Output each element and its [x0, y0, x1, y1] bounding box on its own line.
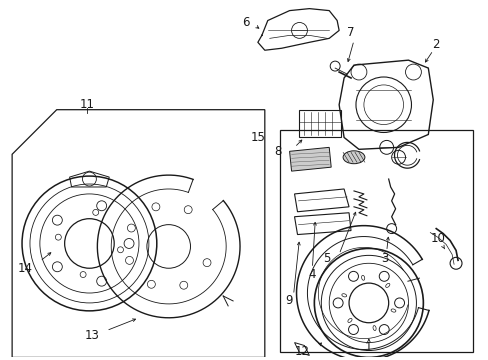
Text: 7: 7 — [346, 26, 354, 39]
Text: 11: 11 — [80, 98, 95, 111]
Text: 3: 3 — [380, 252, 387, 265]
Text: 12: 12 — [294, 345, 309, 358]
Text: 8: 8 — [273, 145, 281, 158]
Polygon shape — [289, 147, 330, 171]
Bar — [279, 130, 472, 352]
Text: 6: 6 — [242, 16, 249, 29]
Text: 15: 15 — [250, 131, 265, 144]
Text: 4: 4 — [308, 268, 315, 281]
Bar — [299, 110, 341, 138]
Text: 1: 1 — [365, 341, 372, 354]
Text: 14: 14 — [18, 262, 32, 275]
Text: 10: 10 — [430, 232, 445, 245]
Text: 2: 2 — [431, 38, 439, 51]
Text: 9: 9 — [285, 294, 292, 307]
Text: 5: 5 — [323, 252, 330, 265]
Text: 13: 13 — [85, 329, 100, 342]
Ellipse shape — [343, 151, 364, 164]
